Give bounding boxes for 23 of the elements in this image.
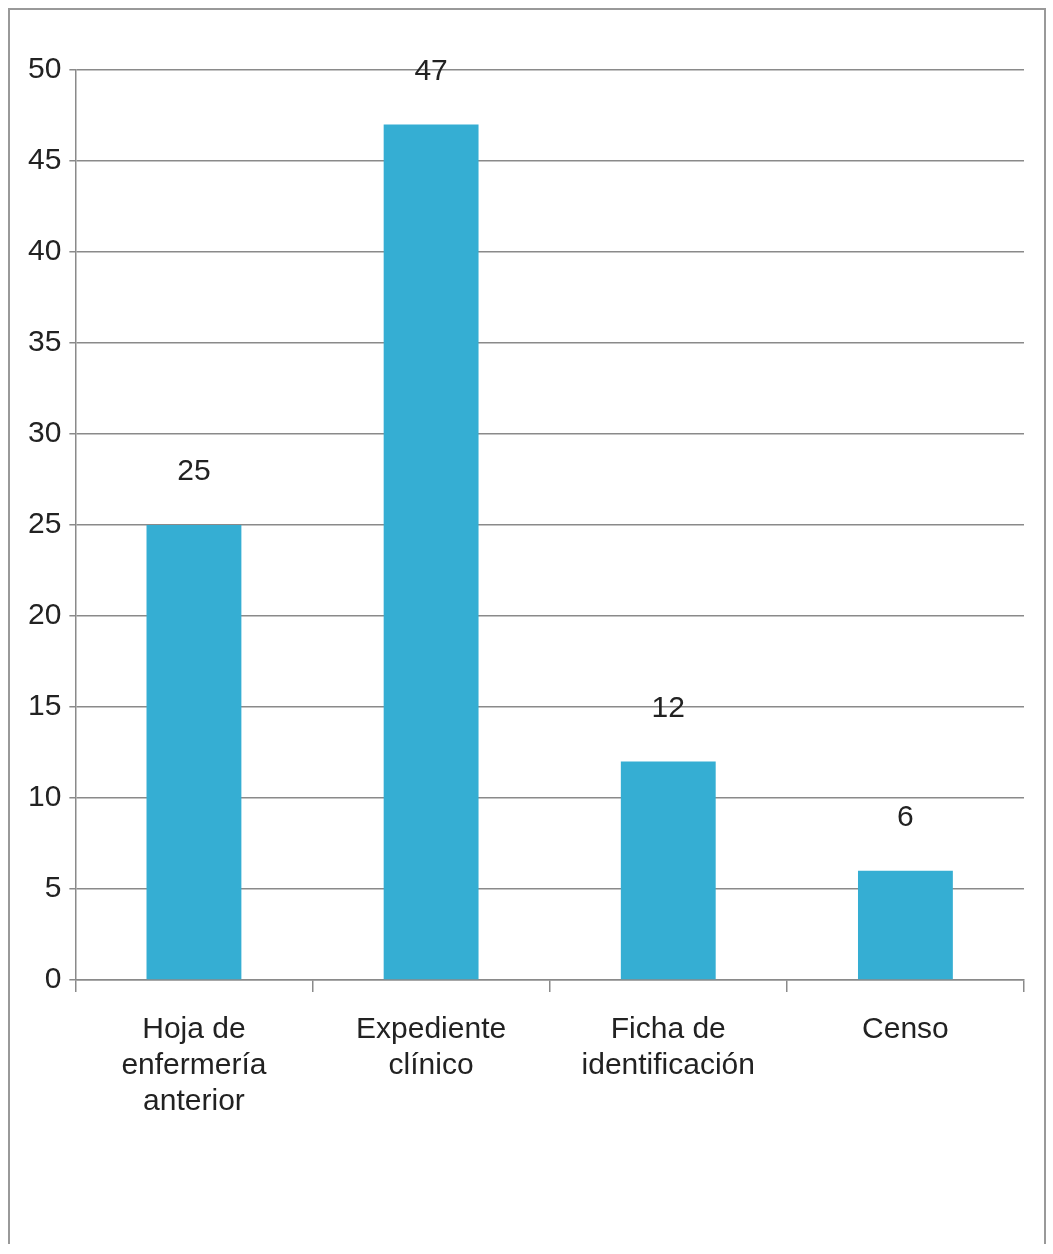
bar — [146, 525, 242, 980]
bar — [383, 124, 479, 980]
x-tick-label: Hoja de enfermería anterior — [121, 1011, 267, 1117]
y-tick-label: 0 — [44, 961, 62, 995]
y-tick-label: 50 — [27, 51, 62, 85]
data-label: 12 — [651, 689, 685, 723]
y-tick-label: 25 — [27, 506, 62, 540]
x-tick-label: Expediente clínico — [356, 1011, 507, 1081]
bar — [620, 761, 716, 980]
y-tick-label: 10 — [27, 779, 62, 813]
data-label: 25 — [177, 453, 211, 487]
x-tick-label: Ficha de identificación — [581, 1011, 755, 1081]
y-tick-label: 5 — [44, 870, 62, 904]
data-label: 6 — [897, 799, 914, 833]
y-tick-label: 15 — [27, 688, 62, 722]
y-tick-label: 30 — [27, 415, 62, 449]
y-tick-label: 40 — [27, 233, 62, 267]
y-tick-label: 20 — [27, 597, 62, 631]
bar — [857, 870, 953, 980]
x-tick-label: Censo — [862, 1011, 949, 1045]
y-tick-label: 35 — [27, 324, 62, 358]
y-tick-label: 45 — [27, 142, 62, 176]
data-label: 47 — [414, 52, 448, 86]
